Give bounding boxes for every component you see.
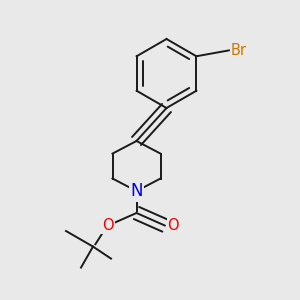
Text: O: O	[102, 218, 114, 233]
Text: Br: Br	[230, 43, 246, 58]
Text: O: O	[167, 218, 179, 233]
Text: N: N	[130, 182, 143, 200]
